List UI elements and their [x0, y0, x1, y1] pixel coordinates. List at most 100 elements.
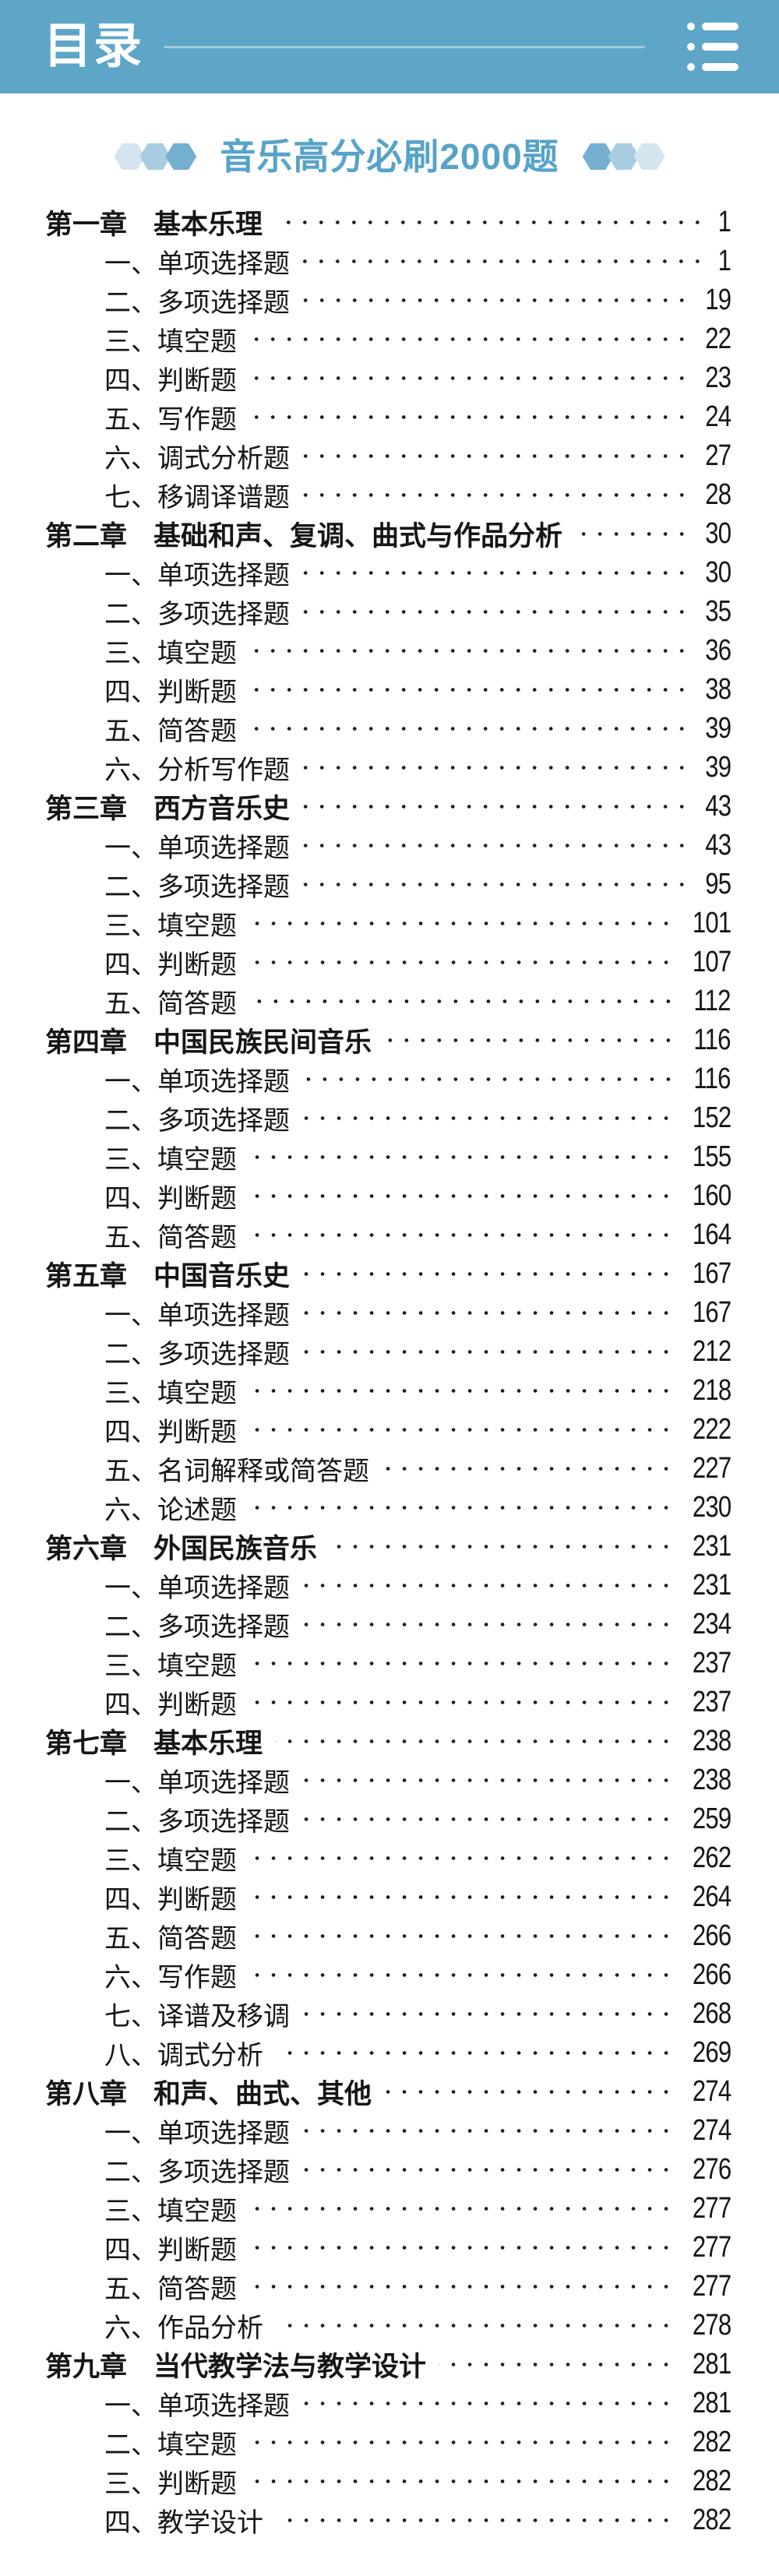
- toc-item-row[interactable]: 二、 填空题 282: [45, 2423, 731, 2461]
- toc-item-row[interactable]: 二、 多项选择题 234: [45, 1605, 731, 1644]
- toc-item-row[interactable]: 一、 单项选择题 274: [45, 2111, 731, 2150]
- toc-item-row[interactable]: 三、 填空题 218: [45, 1371, 731, 1410]
- toc-item-row[interactable]: 一、 单项选择题 231: [45, 1566, 731, 1605]
- dot-leader: [249, 1410, 675, 1449]
- toc-item-row[interactable]: 六、 论述题 230: [45, 1488, 731, 1527]
- toc-item-row[interactable]: 一、 单项选择题 43: [45, 826, 731, 865]
- item-label: 三、: [104, 2469, 157, 2499]
- toc-item-row[interactable]: 四、 判断题 160: [45, 1176, 731, 1215]
- toc-item-row[interactable]: 三、 填空题 277: [45, 2189, 731, 2228]
- toc-item-row[interactable]: 六、 作品分析 278: [45, 2306, 731, 2345]
- item-label: 六、: [104, 2313, 157, 2343]
- item-title: 简答题: [157, 2274, 237, 2304]
- app-header: 目录: [0, 0, 779, 93]
- toc-item-row[interactable]: 二、 多项选择题 35: [45, 592, 731, 631]
- chapter-label: 第五章: [45, 1260, 128, 1292]
- item-label: 三、: [104, 1144, 157, 1175]
- toc-item-row[interactable]: 四、 判断题 237: [45, 1683, 731, 1721]
- toc-item-row[interactable]: 二、 多项选择题 95: [45, 865, 731, 904]
- toc-item-row[interactable]: 一、 单项选择题 281: [45, 2384, 731, 2423]
- toc-chapter-row-4[interactable]: 第四章 中国民族民间音乐 116: [45, 1020, 731, 1059]
- item-label: 二、: [104, 287, 157, 318]
- page-number: 218: [692, 1373, 731, 1407]
- toc-item-row[interactable]: 六、 分析写作题 39: [45, 748, 731, 787]
- toc-item-row[interactable]: 一、 单项选择题 167: [45, 1293, 731, 1332]
- item-label: 二、: [104, 1105, 157, 1136]
- toc-chapter-row-1[interactable]: 第一章 基本乐理 1: [45, 203, 731, 241]
- list-menu-icon[interactable]: [687, 23, 738, 71]
- toc-item-row[interactable]: 二、 多项选择题 19: [45, 280, 731, 319]
- toc-item-row[interactable]: 三、 填空题 22: [45, 319, 731, 358]
- page-number: 167: [692, 1295, 731, 1329]
- chapter-title: 基本乐理: [153, 209, 263, 240]
- dot-leader: [249, 1137, 675, 1176]
- toc-item-row[interactable]: 三、 填空题 155: [45, 1137, 731, 1176]
- page-number: 276: [692, 2152, 731, 2186]
- toc-item-row[interactable]: 三、 填空题 101: [45, 904, 731, 943]
- toc-chapter-row-2[interactable]: 第二章 基础和声、复调、曲式与作品分析 30: [45, 514, 731, 553]
- dot-leader: [302, 748, 690, 787]
- toc-item-row[interactable]: 一、 单项选择题 1: [45, 241, 731, 280]
- toc-item-row[interactable]: 一、 单项选择题 30: [45, 553, 731, 592]
- page-number: 277: [692, 2269, 731, 2303]
- item-label: 三、: [104, 638, 157, 668]
- toc-item-row[interactable]: 三、 填空题 262: [45, 1838, 731, 1877]
- item-label: 三、: [104, 1845, 157, 1876]
- chapter-title: 外国民族音乐: [153, 1533, 318, 1564]
- page-number: 264: [692, 1880, 731, 1913]
- item-title: 单项选择题: [157, 833, 290, 863]
- dot-leader: [249, 943, 675, 981]
- page-number: 22: [704, 322, 731, 355]
- toc-item-row[interactable]: 五、 简答题 164: [45, 1215, 731, 1254]
- toc-item-row[interactable]: 六、 写作题 266: [45, 1955, 731, 1994]
- toc-chapter-row-9[interactable]: 第九章 当代教学法与教学设计 281: [45, 2345, 731, 2384]
- toc-item-row[interactable]: 五、 简答题 266: [45, 1916, 731, 1955]
- toc-item-row[interactable]: 三、 填空题 237: [45, 1644, 731, 1683]
- toc-item-row[interactable]: 四、 判断题 222: [45, 1410, 731, 1449]
- toc-item-row[interactable]: 二、 多项选择题 259: [45, 1799, 731, 1838]
- toc-item-row[interactable]: 一、 单项选择题 116: [45, 1059, 731, 1098]
- toc-item-row[interactable]: 五、 名词解释或简答题 227: [45, 1449, 731, 1488]
- toc-item-row[interactable]: 五、 简答题 277: [45, 2267, 731, 2306]
- toc-item-row[interactable]: 四、 教学设计 282: [45, 2500, 731, 2539]
- toc-chapter-row-7[interactable]: 第七章 基本乐理 238: [45, 1721, 731, 1760]
- toc-chapter-row-3[interactable]: 第三章 西方音乐史 43: [45, 787, 731, 826]
- toc-item-row[interactable]: 二、 多项选择题 276: [45, 2150, 731, 2189]
- page-number: 237: [692, 1646, 731, 1679]
- toc-item-row[interactable]: 三、 判断题 282: [45, 2461, 731, 2500]
- header-divider: [164, 45, 646, 48]
- toc-item-row[interactable]: 一、 单项选择题 238: [45, 1760, 731, 1799]
- item-title: 判断题: [157, 677, 237, 707]
- toc-item-row[interactable]: 五、 简答题 112: [45, 981, 731, 1020]
- toc-item-row[interactable]: 五、 简答题 39: [45, 709, 731, 748]
- toc-chapter-row-5[interactable]: 第五章 中国音乐史 167: [45, 1254, 731, 1293]
- page-number: 238: [692, 1763, 731, 1796]
- toc-item-row[interactable]: 五、 写作题 24: [45, 397, 731, 436]
- page-number: 274: [692, 2113, 731, 2147]
- toc-item-row[interactable]: 四、 判断题 23: [45, 358, 731, 397]
- page-number: 28: [704, 477, 731, 511]
- toc-item-row[interactable]: 三、 填空题 36: [45, 631, 731, 670]
- toc-item-row[interactable]: 八、 调式分析 269: [45, 2033, 731, 2072]
- item-title: 单项选择题: [157, 2118, 290, 2148]
- item-label: 三、: [104, 326, 157, 357]
- item-title: 多项选择题: [157, 287, 290, 318]
- toc-item-row[interactable]: 二、 多项选择题 212: [45, 1332, 731, 1371]
- toc-item-row[interactable]: 七、 译谱及移调 268: [45, 1994, 731, 2033]
- dot-leader: [249, 709, 690, 748]
- menu-dot: [687, 23, 695, 30]
- toc-item-row[interactable]: 四、 判断题 264: [45, 1877, 731, 1916]
- toc-chapter-row-6[interactable]: 第六章 外国民族音乐 231: [45, 1527, 731, 1566]
- item-title: 单项选择题: [157, 1300, 290, 1330]
- toc-item-row[interactable]: 二、 多项选择题 152: [45, 1098, 731, 1137]
- toc-list: 第一章 基本乐理 1 一、 单项选择题 1 二、 多项选择题 19 三、 填空题 22 四、 判断题 23 五…: [0, 203, 779, 2539]
- toc-chapter-row-8[interactable]: 第八章 和声、曲式、其他 274: [45, 2072, 731, 2111]
- toc-item-row[interactable]: 六、 调式分析题 27: [45, 436, 731, 475]
- toc-item-row[interactable]: 四、 判断题 38: [45, 670, 731, 709]
- dot-leader: [302, 1994, 675, 2033]
- toc-item-row[interactable]: 四、 判断题 107: [45, 943, 731, 981]
- dot-leader: [249, 1215, 675, 1254]
- toc-item-row[interactable]: 七、 移调译谱题 28: [45, 475, 731, 514]
- toc-item-row[interactable]: 四、 判断题 277: [45, 2228, 731, 2267]
